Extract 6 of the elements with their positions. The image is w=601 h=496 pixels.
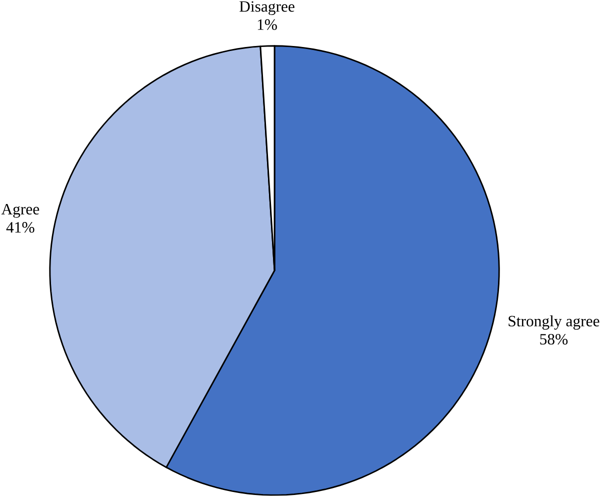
slice-label: Strongly agree <box>508 315 600 330</box>
data-label: 1% <box>258 19 277 30</box>
data-label: 41% <box>6 222 34 233</box>
slice-label: Disagree <box>240 1 294 16</box>
data-label: 58% <box>540 334 568 345</box>
slice-label: Agree <box>1 204 40 218</box>
